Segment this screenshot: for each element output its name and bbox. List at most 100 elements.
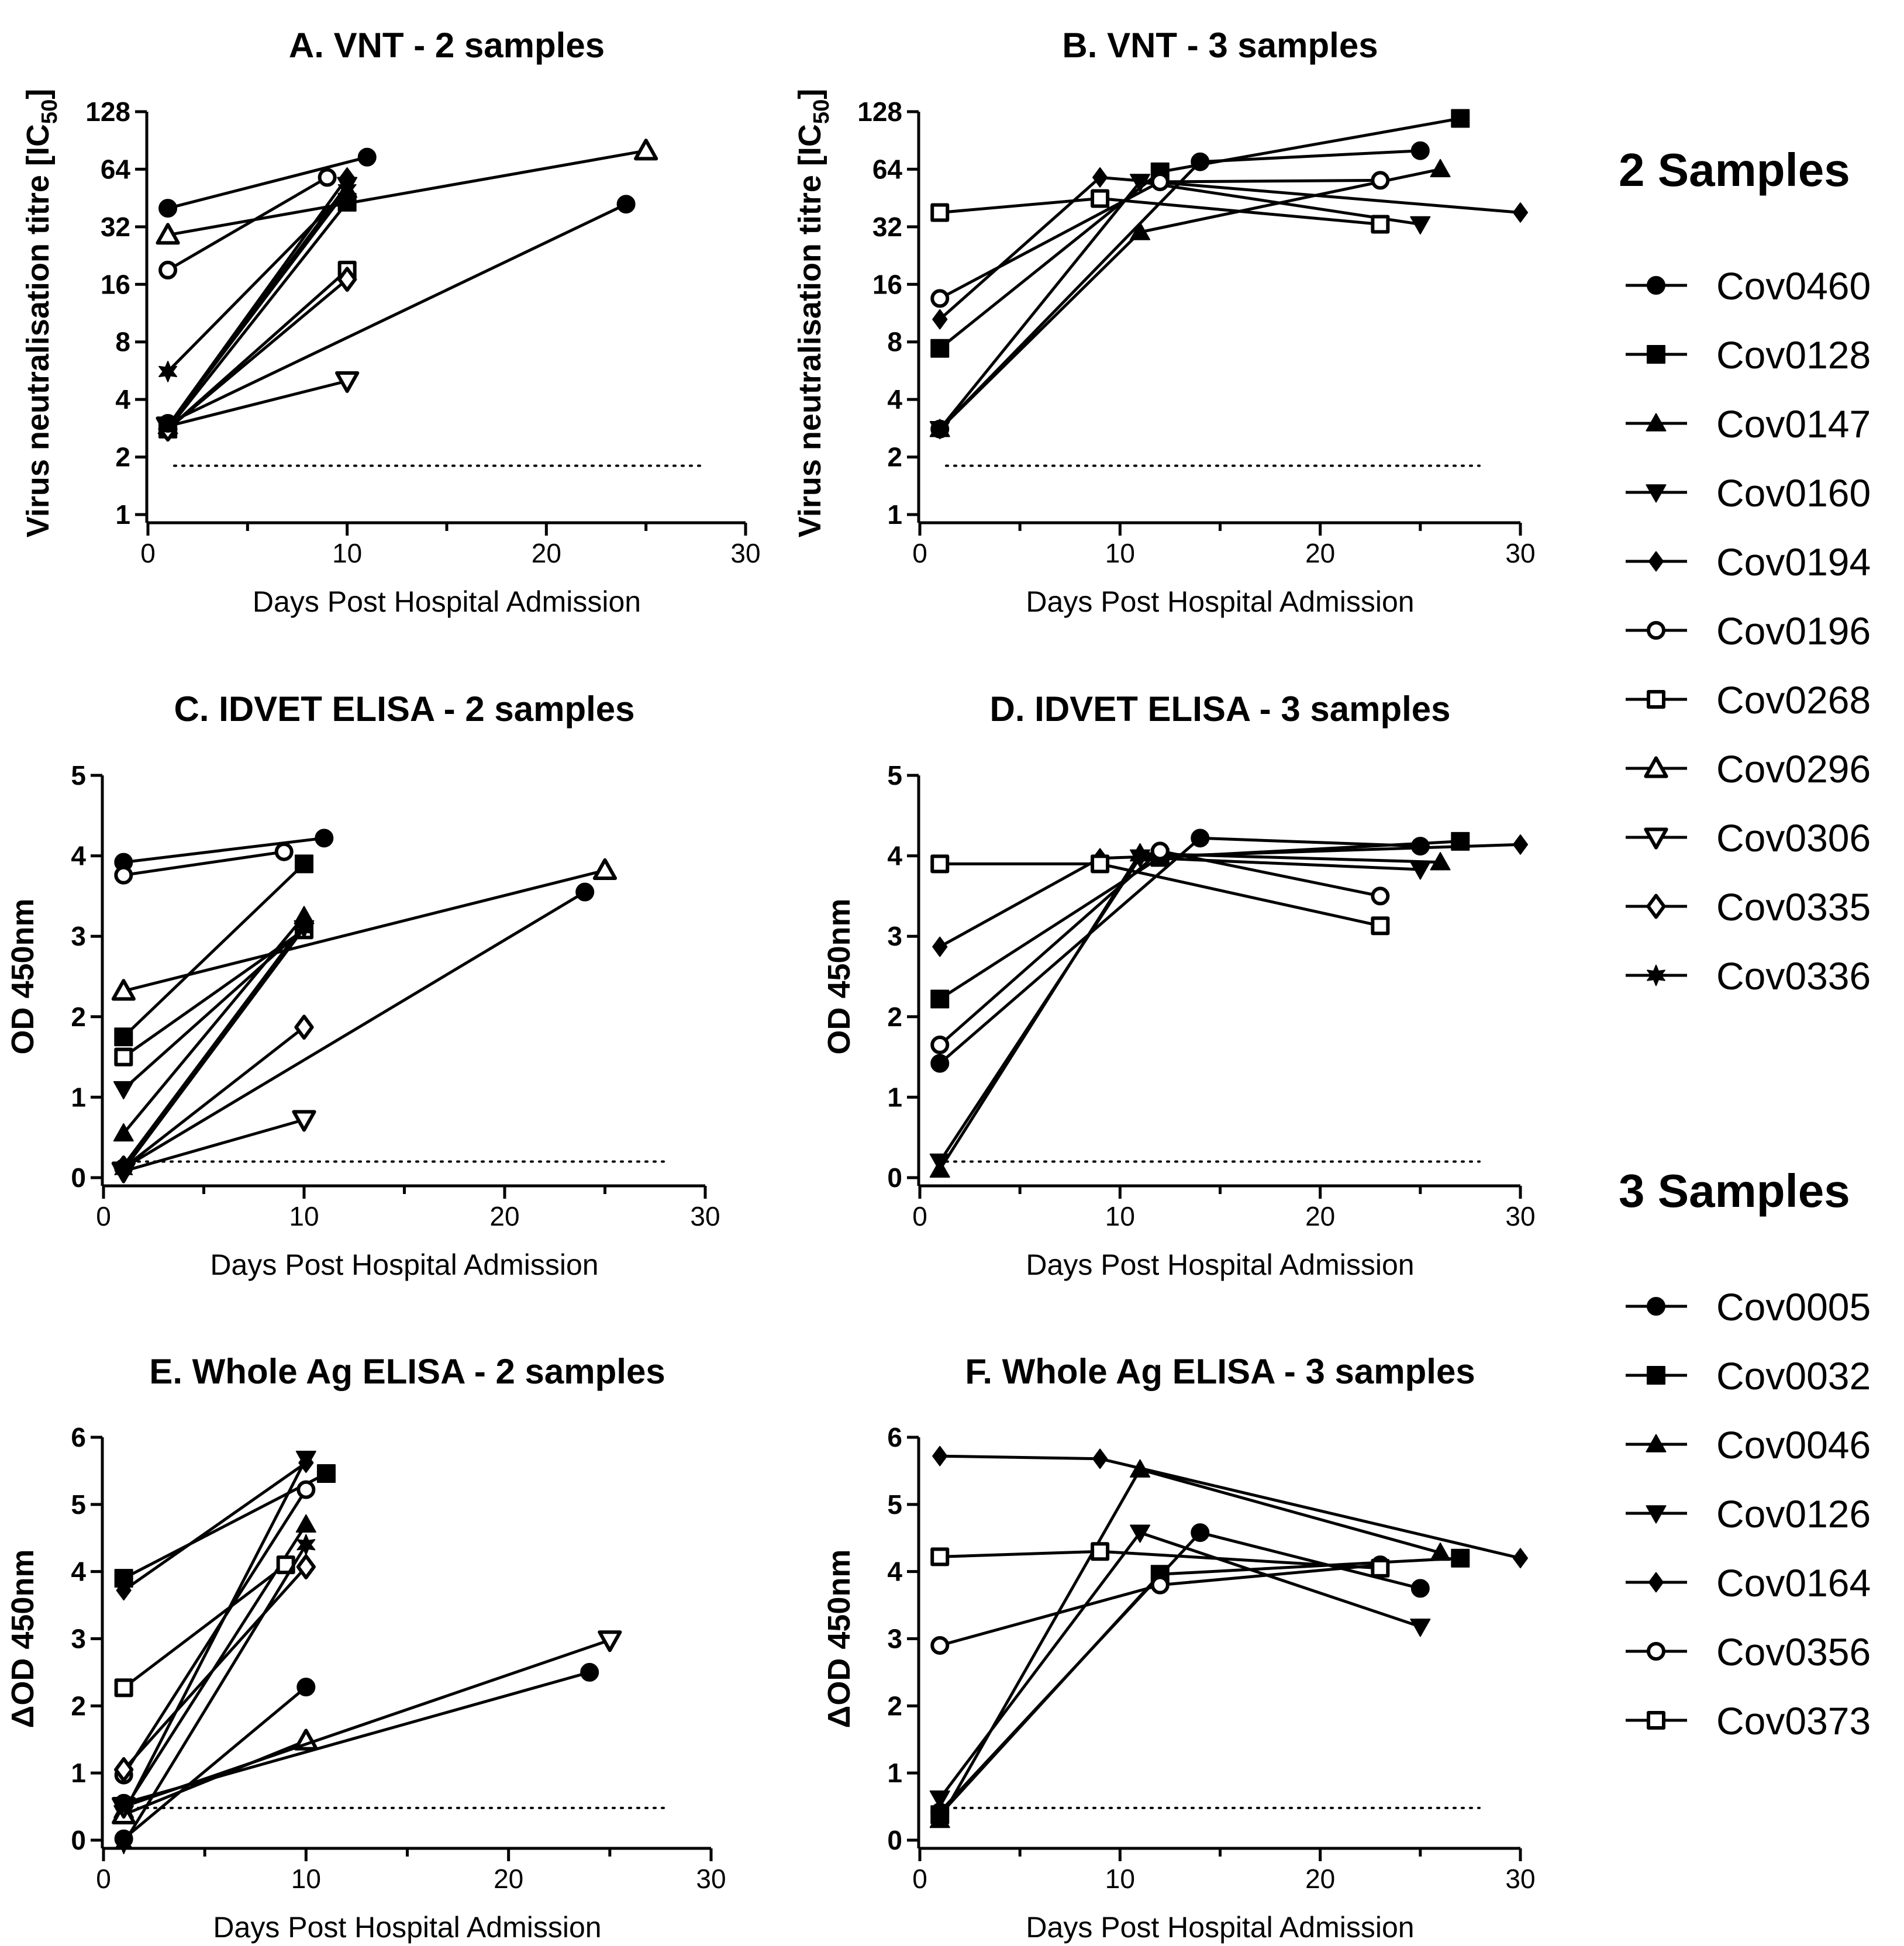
legend-label: Cov0296: [1716, 747, 1871, 791]
legend-marker: [1647, 1366, 1665, 1385]
panel-title: A. VNT - 2 samples: [289, 26, 605, 65]
legend-marker: [1646, 413, 1667, 432]
legend-marker: [1648, 551, 1664, 572]
data-point: [357, 147, 377, 167]
series-line: [122, 929, 305, 1058]
series-cov0046: [929, 1459, 1451, 1828]
series-cov0126: [929, 849, 1431, 1172]
series-line: [123, 1472, 327, 1580]
series-unnamed-11: [114, 1662, 599, 1813]
x-tick-label: 20: [494, 1864, 523, 1894]
data-point: [114, 1793, 133, 1813]
data-point: [1430, 158, 1451, 178]
series-line: [123, 850, 285, 877]
series-cov0160: [113, 1450, 316, 1824]
data-point: [295, 854, 313, 874]
y-tick-label: 4: [71, 1557, 86, 1587]
y-tick-label: 5: [887, 760, 902, 791]
series-cov0032: [930, 1548, 1470, 1824]
legend-item: Cov0306: [1626, 816, 1871, 860]
data-point: [580, 1662, 599, 1682]
y-axis-label-sub: 50: [809, 99, 834, 124]
legend-item: Cov0196: [1626, 609, 1871, 653]
series-line: [122, 1458, 308, 1814]
data-point: [335, 371, 360, 394]
x-tick-label: 10: [289, 1201, 319, 1231]
series-line: [939, 836, 1420, 1065]
y-tick-label: 6: [71, 1422, 86, 1452]
series-cov0460: [114, 829, 334, 872]
data-point: [158, 413, 178, 433]
legend-item: Cov0164: [1626, 1561, 1871, 1605]
y-tick-label: 16: [101, 269, 130, 299]
legend-label: Cov0306: [1716, 816, 1871, 860]
data-point: [114, 865, 133, 885]
data-point: [930, 1547, 950, 1567]
legend-item: Cov0460: [1626, 264, 1871, 308]
x-tick-label: 0: [912, 1864, 927, 1894]
x-axis-label: Days Post Hospital Admission: [213, 1911, 601, 1944]
series-line: [122, 923, 306, 1167]
data-point: [1512, 1548, 1529, 1569]
data-point: [1410, 1619, 1431, 1637]
series-line: [123, 836, 325, 864]
y-tick-label: 32: [101, 212, 130, 242]
panel-title: D. IDVET ELISA - 3 samples: [990, 689, 1451, 729]
y-tick-label: 2: [115, 442, 130, 472]
legend-label: Cov0373: [1716, 1699, 1871, 1743]
y-axis-label-sub: 50: [37, 99, 62, 124]
legend-label: Cov0336: [1716, 954, 1871, 998]
y-tick-label: 4: [887, 384, 902, 415]
x-axis-label: Days Post Hospital Admission: [253, 585, 641, 618]
x-axis-label: Days Post Hospital Admission: [1026, 585, 1414, 618]
series-line: [940, 1454, 1521, 1560]
legend-marker: [1644, 756, 1668, 778]
series-unnamed-11: [158, 195, 636, 433]
x-tick-label: 10: [332, 538, 362, 568]
legend-marker: [1647, 1297, 1665, 1316]
series-line: [122, 927, 306, 1171]
data-point: [114, 1757, 134, 1782]
data-point: [932, 936, 948, 957]
panel-a: A. VNT - 2 samples 1 2 4 8 16 32 64 128 0 10 20 30 Da…: [20, 26, 761, 618]
series-cov0336: [114, 917, 313, 1181]
series-cov0356: [930, 171, 1390, 308]
y-tick-label: 0: [71, 1825, 86, 1855]
y-tick-label: 3: [887, 921, 902, 951]
legend-heading: 3 Samples: [1619, 1165, 1850, 1217]
legend-item: Cov0005: [1626, 1285, 1871, 1329]
data-point: [116, 1580, 132, 1601]
data-point: [929, 1810, 950, 1828]
legend-marker: [1647, 1642, 1665, 1661]
data-point: [114, 1047, 133, 1067]
data-point: [634, 139, 658, 161]
panel-title: B. VNT - 3 samples: [1062, 26, 1378, 65]
series-cov0128: [114, 1464, 336, 1588]
x-tick-label: 20: [489, 1201, 519, 1231]
y-tick-label: 1: [115, 499, 130, 530]
y-tick-label: 64: [872, 154, 903, 184]
y-tick-label: 32: [872, 212, 902, 242]
data-point: [158, 199, 178, 218]
data-point: [932, 309, 948, 330]
data-point: [274, 842, 294, 861]
y-tick-label: 2: [71, 1690, 86, 1721]
series-cov0126: [929, 1524, 1431, 1809]
legend-item: Cov0147: [1626, 402, 1871, 446]
x-tick-label: 20: [1305, 1864, 1335, 1894]
legend-label: Cov0196: [1716, 609, 1871, 653]
y-axis-label: ΔOD 450nm: [5, 1550, 40, 1728]
data-point: [929, 421, 950, 440]
y-tick-label: 2: [887, 442, 902, 472]
series-line: [939, 855, 1420, 1162]
x-tick-label: 30: [696, 1864, 726, 1894]
data-point: [575, 882, 595, 902]
x-tick-label: 10: [1105, 1201, 1135, 1231]
data-point: [1092, 167, 1108, 188]
series-unnamed-11: [114, 882, 595, 1178]
data-point: [158, 361, 177, 382]
y-axis-label: OD 450nm: [822, 898, 857, 1054]
x-tick-label: 0: [912, 1201, 927, 1231]
legend-marker: [1646, 484, 1667, 503]
legend-marker: [1647, 345, 1665, 364]
